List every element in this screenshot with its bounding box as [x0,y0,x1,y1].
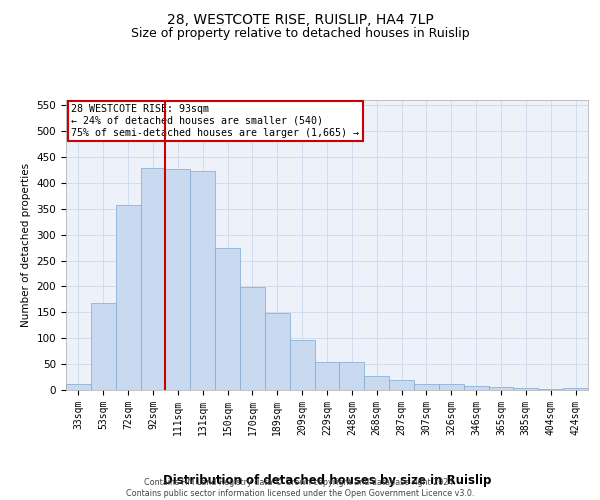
Y-axis label: Number of detached properties: Number of detached properties [21,163,31,327]
Bar [140,168,166,390]
Bar [340,362,364,390]
Bar [190,172,215,390]
Bar [240,288,265,390]
Bar [414,384,439,390]
Text: Contains HM Land Registry data © Crown copyright and database right 2024.
Contai: Contains HM Land Registry data © Crown c… [126,478,474,498]
Bar [314,362,340,390]
Text: 28 WESTCOTE RISE: 93sqm
← 24% of detached houses are smaller (540)
75% of semi-d: 28 WESTCOTE RISE: 93sqm ← 24% of detache… [71,104,359,138]
Text: 28, WESTCOTE RISE, RUISLIP, HA4 7LP: 28, WESTCOTE RISE, RUISLIP, HA4 7LP [167,12,433,26]
Bar [265,314,290,390]
Bar [215,248,240,390]
Bar [563,388,588,390]
Bar [364,376,389,390]
Bar [488,388,514,390]
Bar [91,303,116,390]
Bar [439,384,464,390]
Bar [464,386,488,390]
X-axis label: Distribution of detached houses by size in Ruislip: Distribution of detached houses by size … [163,474,491,487]
Bar [166,169,190,390]
Bar [389,380,414,390]
Bar [66,384,91,390]
Text: Size of property relative to detached houses in Ruislip: Size of property relative to detached ho… [131,28,469,40]
Bar [116,205,140,390]
Bar [514,388,538,390]
Bar [290,340,314,390]
